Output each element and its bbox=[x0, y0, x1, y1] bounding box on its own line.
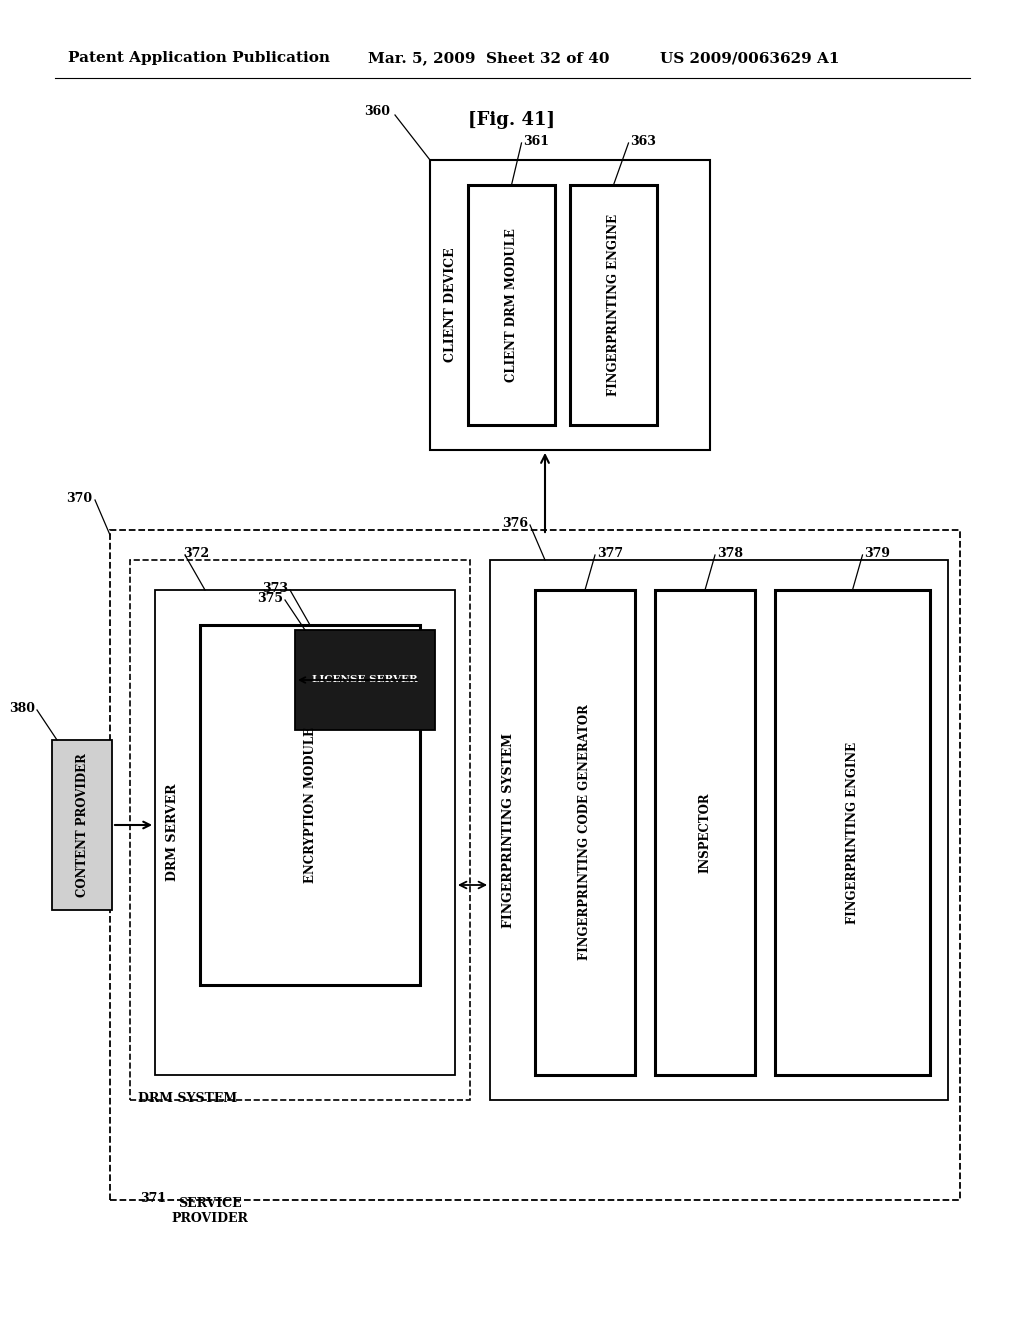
Bar bbox=[130, 560, 470, 1100]
Text: INSPECTOR: INSPECTOR bbox=[698, 792, 712, 873]
Text: 372: 372 bbox=[183, 546, 209, 560]
Bar bbox=[52, 741, 112, 909]
Text: 380: 380 bbox=[9, 702, 35, 715]
Text: 379: 379 bbox=[864, 546, 891, 560]
Text: 371: 371 bbox=[140, 1192, 166, 1205]
Text: 373: 373 bbox=[262, 582, 288, 595]
Bar bbox=[655, 590, 755, 1074]
Text: US 2009/0063629 A1: US 2009/0063629 A1 bbox=[660, 51, 840, 65]
Text: FINGERPRINTING ENGINE: FINGERPRINTING ENGINE bbox=[846, 742, 859, 924]
Text: CLIENT DEVICE: CLIENT DEVICE bbox=[443, 248, 457, 362]
Text: 363: 363 bbox=[631, 135, 656, 148]
Text: 376: 376 bbox=[502, 517, 528, 531]
Bar bbox=[468, 185, 555, 425]
Text: 370: 370 bbox=[66, 492, 92, 506]
Text: FINGERPRINTING SYSTEM: FINGERPRINTING SYSTEM bbox=[502, 733, 514, 928]
Text: 377: 377 bbox=[597, 546, 624, 560]
Text: SERVICE
PROVIDER: SERVICE PROVIDER bbox=[172, 1197, 249, 1225]
Text: ENCRYPTION MODULE: ENCRYPTION MODULE bbox=[303, 727, 316, 883]
Text: Patent Application Publication: Patent Application Publication bbox=[68, 51, 330, 65]
Bar bbox=[535, 590, 635, 1074]
Bar bbox=[490, 560, 948, 1100]
Text: 378: 378 bbox=[717, 546, 743, 560]
Text: DRM SYSTEM: DRM SYSTEM bbox=[138, 1092, 238, 1105]
Bar bbox=[430, 160, 710, 450]
Bar bbox=[295, 630, 435, 730]
Bar bbox=[775, 590, 930, 1074]
Text: DRM SERVER: DRM SERVER bbox=[167, 784, 179, 882]
Text: Mar. 5, 2009  Sheet 32 of 40: Mar. 5, 2009 Sheet 32 of 40 bbox=[368, 51, 609, 65]
Text: CONTENT PROVIDER: CONTENT PROVIDER bbox=[76, 754, 88, 896]
Text: CLIENT DRM MODULE: CLIENT DRM MODULE bbox=[505, 228, 518, 381]
Bar bbox=[155, 590, 455, 1074]
Text: 360: 360 bbox=[364, 106, 390, 117]
Text: 361: 361 bbox=[523, 135, 550, 148]
Text: LICENSE SERVER: LICENSE SERVER bbox=[312, 676, 418, 685]
Bar bbox=[110, 531, 961, 1200]
Text: FINGERPRINTING CODE GENERATOR: FINGERPRINTING CODE GENERATOR bbox=[579, 705, 592, 961]
Text: FINGERPRINTING ENGINE: FINGERPRINTING ENGINE bbox=[607, 214, 620, 396]
Text: [Fig. 41]: [Fig. 41] bbox=[469, 111, 555, 129]
Bar bbox=[200, 624, 420, 985]
Bar bbox=[570, 185, 657, 425]
Text: 375: 375 bbox=[257, 591, 283, 605]
